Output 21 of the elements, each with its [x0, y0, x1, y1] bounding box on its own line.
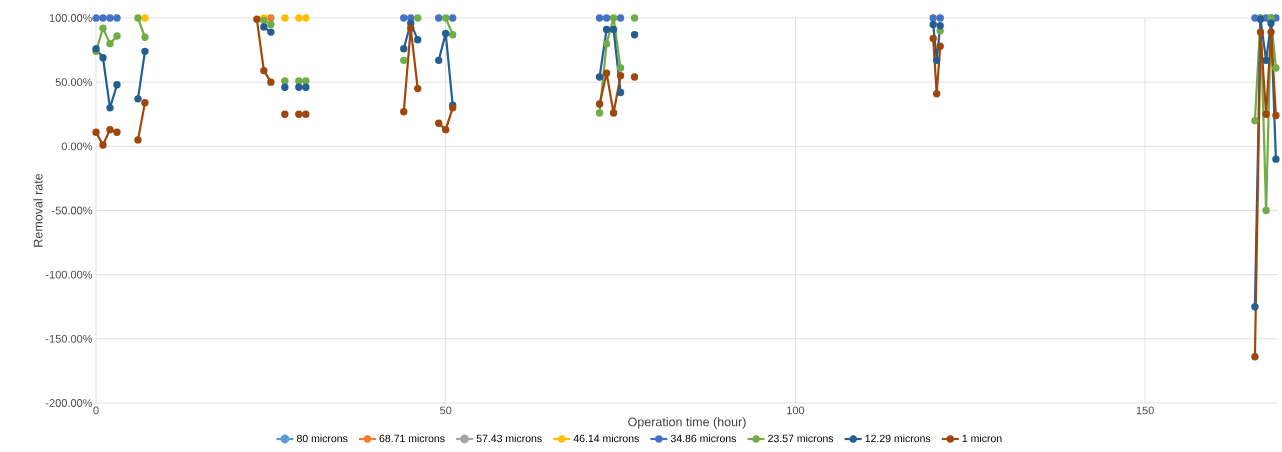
legend-label: 80 microns [296, 434, 348, 443]
legend-label: 1 micron [962, 434, 1002, 443]
legend-label: 57.43 microns [476, 434, 542, 443]
x-axis-title: Operation time (hour) [628, 417, 746, 429]
y-axis-title: Removal rate [33, 173, 43, 247]
y-tick-label: -100.00% [45, 270, 93, 279]
x-tick-label: 0 [93, 406, 99, 415]
y-tick-label: 50.00% [55, 78, 93, 87]
y-tick-label: -200.00% [45, 399, 93, 407]
y-tick-label: -50.00% [51, 206, 93, 215]
legend-label: 34.86 microns [670, 434, 737, 443]
legend-label: 68.71 microns [379, 434, 445, 443]
legend-label: 23.57 microns [768, 434, 834, 443]
y-tick-label: 100.00% [49, 14, 93, 22]
x-tick-label: 50 [440, 406, 452, 415]
legend-label: 12.29 microns [865, 434, 931, 443]
x-tick-label: 100 [787, 406, 805, 415]
y-tick-label: -150.00% [45, 334, 93, 343]
y-tick-label: 0.00% [61, 142, 93, 151]
x-tick-label: 150 [1136, 406, 1154, 415]
legend-label: 46.14 microns [573, 434, 639, 443]
